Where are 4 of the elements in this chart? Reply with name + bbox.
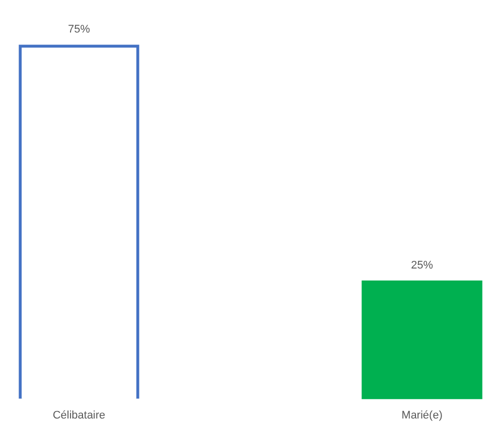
data-label: 75% — [68, 24, 90, 36]
x-tick-label: Célibataire — [52, 409, 106, 422]
data-label: 25% — [410, 259, 434, 272]
x-tick-label: Marié(e) — [402, 409, 442, 422]
